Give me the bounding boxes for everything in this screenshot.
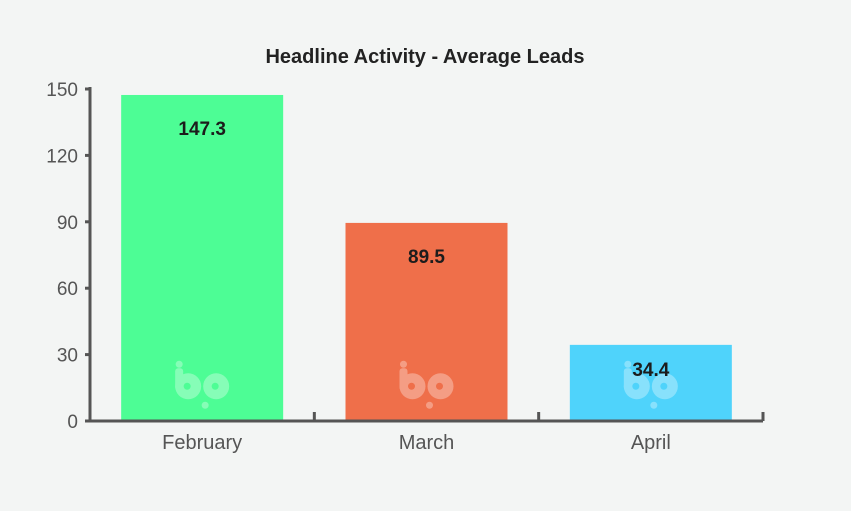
y-tick-label: 0 — [67, 412, 78, 433]
logo-bowl-p — [427, 373, 454, 400]
bp-logo-icon — [623, 360, 678, 409]
logo-stem — [399, 368, 408, 391]
x-tick-label: February — [162, 432, 242, 454]
logo-dot — [624, 360, 632, 368]
logo-hole-p — [211, 382, 219, 390]
y-tick-label: 90 — [57, 213, 78, 234]
logo-hole-b — [183, 382, 191, 390]
logo-stem — [175, 368, 184, 391]
y-tick-label: 60 — [57, 279, 78, 300]
data-label: 147.3 — [178, 119, 226, 140]
logo-hole-p — [436, 382, 443, 390]
chart-title: Headline Activity - Average Leads — [265, 46, 584, 68]
logo-dot — [175, 360, 183, 368]
logo-dot-bottom — [426, 401, 433, 409]
x-tick-label: March — [399, 432, 455, 454]
y-tick-label: 120 — [46, 146, 78, 167]
logo-bowl-b — [399, 373, 426, 400]
bar-february — [121, 94, 284, 421]
logo-bowl-b — [175, 373, 202, 400]
logo-hole-b — [408, 382, 415, 390]
bar-march — [345, 222, 508, 421]
bar-april — [569, 344, 732, 421]
bp-logo-icon — [399, 360, 454, 409]
bp-logo-icon — [175, 360, 230, 409]
y-tick-label: 30 — [57, 346, 78, 367]
logo-hole-b — [632, 382, 640, 390]
logo-bowl-b — [623, 373, 650, 400]
axes — [85, 87, 765, 423]
bars: 147.3 89.5 34.4 — [121, 94, 732, 421]
logo-bowl-p — [651, 373, 678, 400]
logo-dot — [400, 360, 407, 368]
logo-bowl-p — [203, 373, 230, 400]
logo-hole-p — [660, 382, 668, 390]
data-label: 34.4 — [632, 360, 669, 381]
logo-stem — [623, 368, 632, 391]
data-label: 89.5 — [408, 247, 445, 268]
x-tick-label: April — [631, 432, 671, 454]
y-axis-ticks: 0 30 60 90 120 150 — [46, 80, 90, 433]
x-axis-labels: February March April — [162, 432, 671, 454]
y-tick-label: 150 — [46, 80, 78, 101]
logo-dot-bottom — [650, 401, 658, 409]
logo-dot-bottom — [201, 401, 209, 409]
